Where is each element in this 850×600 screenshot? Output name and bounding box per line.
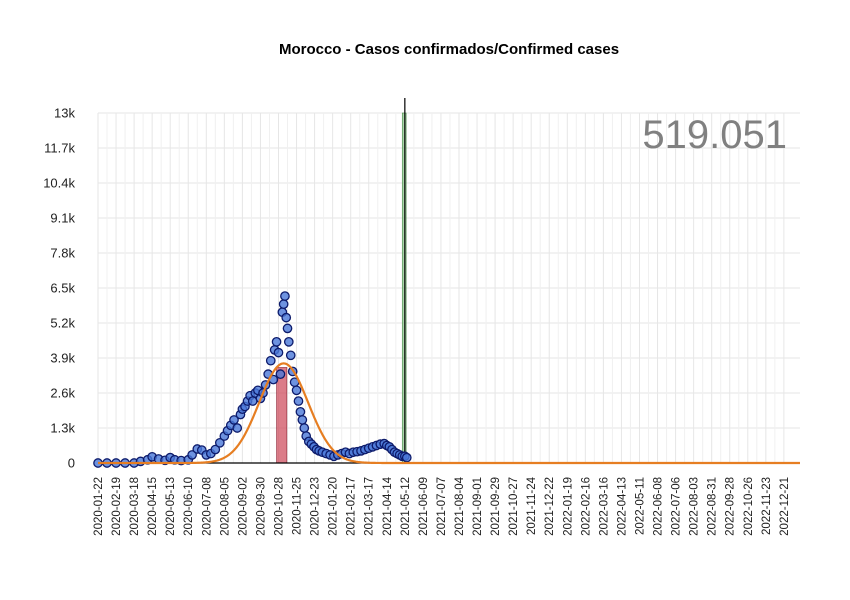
- y-tick-labels: 0 1.3k 2.6k 3.9k 5.2k 6.5k 7.8k 9.1k 10.4k 11.7k 1…: [43, 106, 75, 471]
- data-point: [273, 347, 284, 358]
- x-tick-label: 2020-07-08: [201, 477, 213, 536]
- fit-curve: [98, 362, 800, 465]
- x-tick-label: 2020-12-23: [310, 477, 322, 536]
- x-tick-label: 2021-09-29: [490, 477, 502, 536]
- y-tick-label: 10.4k: [43, 176, 75, 191]
- x-tick-label: 2021-08-04: [454, 476, 466, 535]
- data-point: [229, 415, 239, 425]
- y-tick-label: 11.7k: [44, 141, 75, 156]
- x-tick-label: 2021-01-20: [328, 477, 340, 536]
- x-tick-labels: 2020-01-22 2020-02-19 2020-03-18 2020-04-15…: [93, 476, 791, 535]
- data-point: [280, 291, 290, 301]
- data-point: [214, 437, 225, 448]
- data-point: [295, 406, 306, 417]
- x-tick-label: 2021-05-12: [400, 477, 412, 536]
- x-tick-label: 2022-09-28: [725, 477, 737, 536]
- x-tick-label: 2020-05-13: [165, 477, 177, 536]
- x-tick-label: 2021-09-01: [472, 477, 484, 536]
- y-tick-label: 7.8k: [50, 246, 75, 261]
- data-point: [283, 336, 294, 347]
- data-point: [291, 385, 302, 396]
- data-point: [293, 396, 304, 406]
- x-tick-label: 2021-06-09: [418, 477, 430, 536]
- grid: [97, 112, 800, 464]
- total-cases-label: 519.051: [642, 113, 787, 157]
- x-tick-label: 2022-08-03: [689, 477, 701, 536]
- peak-band: [276, 367, 288, 464]
- data-point: [210, 444, 221, 455]
- y-tick-label: 6.5k: [50, 281, 75, 296]
- x-tick-label: 2020-04-15: [147, 477, 159, 536]
- x-tick-label: 2022-06-08: [653, 477, 665, 536]
- x-tick-label: 2022-08-31: [707, 477, 719, 536]
- fit-line: [98, 362, 800, 465]
- x-tick-label: 2022-07-06: [671, 477, 683, 536]
- y-tick-label: 5.2k: [50, 316, 75, 331]
- y-tick-label: 2.6k: [50, 386, 75, 401]
- x-tick-label: 2022-03-16: [598, 477, 610, 536]
- x-tick-label: 2020-06-10: [183, 477, 195, 536]
- data-point: [401, 452, 412, 463]
- scatter-points: [93, 291, 412, 468]
- x-tick-label: 2021-11-24: [526, 476, 538, 535]
- x-tick-label: 2021-07-07: [436, 477, 448, 536]
- data-point: [278, 299, 289, 310]
- y-tick-label: 13k: [54, 106, 75, 121]
- data-point: [299, 423, 310, 433]
- x-tick-label: 2021-10-27: [508, 477, 520, 536]
- x-tick-label: 2021-03-17: [364, 477, 376, 536]
- y-tick-label: 3.9k: [50, 351, 75, 366]
- x-tick-label: 2022-11-23: [761, 477, 773, 535]
- x-tick-label: 2020-11-25: [292, 477, 304, 535]
- data-point: [282, 323, 293, 334]
- data-point: [271, 336, 282, 347]
- data-point: [232, 423, 243, 433]
- x-tick-label: 2021-02-17: [346, 477, 358, 536]
- x-tick-label: 2021-04-14: [382, 476, 394, 535]
- chart-title: Morocco - Casos confirmados/Confirmed ca…: [279, 41, 619, 58]
- x-tick-label: 2022-04-13: [616, 477, 628, 536]
- x-tick-label: 2020-09-02: [237, 477, 249, 536]
- data-point: [265, 355, 276, 366]
- x-tick-label: 2020-03-18: [129, 477, 141, 536]
- x-tick-label: 2022-12-21: [779, 477, 791, 536]
- data-point: [187, 450, 197, 460]
- x-tick-label: 2020-08-05: [219, 477, 231, 536]
- highlight-band: [401, 112, 407, 464]
- x-tick-label: 2020-02-19: [111, 477, 123, 536]
- y-tick-label: 9.1k: [50, 211, 75, 226]
- x-tick-label: 2020-09-30: [255, 477, 267, 536]
- y-tick-label: 0: [68, 456, 75, 471]
- x-tick-label: 2022-05-11: [634, 477, 646, 535]
- x-tick-label: 2022-02-16: [580, 477, 592, 536]
- x-tick-label: 2022-01-19: [562, 477, 574, 536]
- data-point: [275, 369, 286, 380]
- data-point: [297, 415, 308, 425]
- x-tick-label: 2022-10-26: [743, 477, 755, 536]
- x-tick-label: 2020-01-22: [93, 477, 105, 536]
- x-tick-label: 2020-10-28: [273, 477, 285, 536]
- x-tick-label: 2021-12-22: [544, 477, 556, 536]
- data-point: [281, 312, 292, 323]
- y-tick-label: 1.3k: [50, 421, 75, 436]
- data-point: [285, 350, 296, 361]
